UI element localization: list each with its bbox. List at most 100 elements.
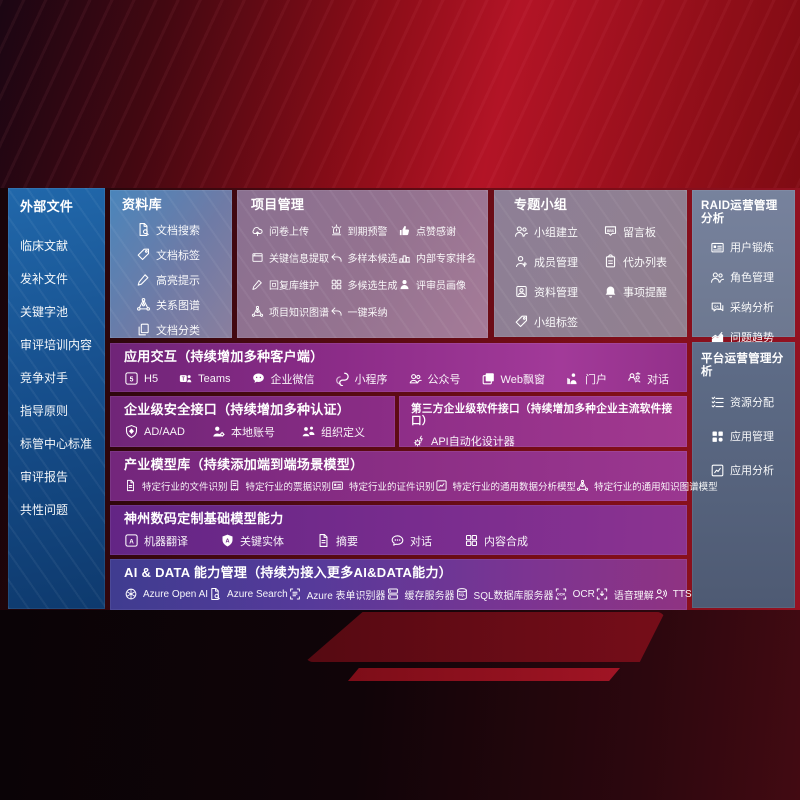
panel-ai-data-capability-management: AI & DATA 能力管理（持续为接入更多AI&DATA能力） Azure O… xyxy=(110,559,692,610)
openai-icon xyxy=(125,589,137,600)
industry-model: 特定行业的通用知识图谱模型 xyxy=(576,479,718,493)
raid-feature: 角色管理 xyxy=(710,269,789,285)
base-model-capability: A 关键实体 xyxy=(220,533,284,549)
item-label: SQL数据库服务器 xyxy=(473,590,554,602)
item-label: 资源分配 xyxy=(730,397,774,410)
item-label: TTS xyxy=(672,588,692,600)
item-label: 指导原则 xyxy=(20,403,69,418)
panel-third-party-software-interface: 第三方企业级软件接口（持续增加多种企业主流软件接口） API自动化设计器 xyxy=(399,396,687,449)
panel-topic-groups: 专题小组 小组建立 BBS 留言板 成员管理 代办列表 资料管理 事项提醒 小组标签 xyxy=(494,190,687,337)
panel-title: 平台运营管理分析 xyxy=(701,353,784,379)
panel-digital-china-base-models: 神州数码定制基础模型能力 A 机器翻译 A 关键实体 摘要 对话 内容合成 xyxy=(110,505,687,555)
database-icon: SQL xyxy=(456,588,467,601)
apps-icon xyxy=(712,431,723,442)
chat-qa-icon: QA xyxy=(711,302,724,312)
ai-data-service: Azure Search xyxy=(208,587,288,601)
grid-arrows-icon xyxy=(331,279,341,290)
platform-feature: 应用管理 xyxy=(710,428,789,444)
ai-data-service: Azure 表单识别器 xyxy=(288,587,386,602)
svg-text:A: A xyxy=(129,539,134,546)
doc-lines-icon xyxy=(127,480,134,492)
project-feature: 问卷上传 xyxy=(251,223,329,238)
cloud-upload-icon xyxy=(252,227,263,237)
monitor-stand-bar xyxy=(348,668,620,681)
doc-search-icon xyxy=(211,588,220,601)
panel-enterprise-security-interface: 企业级安全接口（持续增加多种认证） AD/AAD 本地账号 组织定义 xyxy=(110,396,395,447)
panel-platform-operations-analysis: 平台运营管理分析 资源分配应用管理应用分析 xyxy=(692,342,795,608)
panel-title: 神州数码定制基础模型能力 xyxy=(124,511,284,526)
sidebar-item: 标管中心标准 xyxy=(20,435,97,452)
chat-icon xyxy=(391,535,404,547)
item-label: 角色管理 xyxy=(730,272,774,285)
item-label: 小组建立 xyxy=(534,226,578,239)
id-card-icon xyxy=(332,481,343,491)
window-icon xyxy=(252,253,263,262)
item-label: Web飘窗 xyxy=(500,373,545,386)
item-label: 问卷上传 xyxy=(269,226,309,238)
clipboard-icon xyxy=(605,254,616,268)
item-label: 文档分类 xyxy=(156,324,200,337)
ai-data-service: SQL SQL数据库服务器 xyxy=(455,587,554,602)
group-feature: 资料管理 xyxy=(514,284,578,300)
client-channel: Web飘窗 xyxy=(481,371,545,387)
panel-title: 项目管理 xyxy=(251,197,305,212)
svg-text:BBS: BBS xyxy=(607,229,615,233)
client-channel: 公众号 xyxy=(408,371,461,387)
id-card-icon xyxy=(711,242,724,253)
item-label: Azure Search xyxy=(227,588,288,600)
platform-feature: 资源分配 xyxy=(710,394,789,410)
project-feature: 关键信息提取 xyxy=(251,250,329,265)
group-feature: BBS 留言板 xyxy=(603,224,667,240)
item-label: 小组标签 xyxy=(534,316,578,329)
item-label: 竞争对手 xyxy=(20,370,69,385)
background-red-gradient xyxy=(0,0,800,188)
item-label: 多候选生成 xyxy=(347,280,398,292)
client-channel: 5 H5 xyxy=(124,371,158,386)
svg-text:QA: QA xyxy=(714,304,719,308)
panel-title: 应用交互（持续增加多种客户端） xyxy=(124,349,324,364)
ai-data-service: Azure Open AI xyxy=(124,587,208,601)
auth-method: 组织定义 xyxy=(301,424,365,440)
item-label: 缓存服务器 xyxy=(404,590,455,602)
group-feature: 小组建立 xyxy=(514,224,578,240)
library-feature: 文档标签 xyxy=(136,247,224,263)
people-bubble-icon xyxy=(409,374,422,384)
library-feature: 文档搜索 xyxy=(136,222,224,238)
sidebar-item: 审评报告 xyxy=(20,468,97,485)
project-feature: 点赞感谢 xyxy=(398,223,476,238)
person-icon xyxy=(400,279,409,290)
doc-lines-icon xyxy=(319,534,328,548)
svg-text:5: 5 xyxy=(130,377,134,384)
item-label: 采纳分析 xyxy=(730,302,774,315)
library-feature: 文档分类 xyxy=(136,322,224,338)
panel-title: 第三方企业级软件接口（持续增加多种企业主流软件接口） xyxy=(411,403,673,428)
client-channel: 企业微信 xyxy=(251,371,315,387)
sidebar-item: 指导原则 xyxy=(20,402,97,419)
thumb-icon xyxy=(399,225,410,236)
group-feature: 事项提醒 xyxy=(603,284,667,300)
platform-feature: 应用分析 xyxy=(710,462,789,478)
reply-icon xyxy=(330,253,342,262)
wechat-icon xyxy=(252,373,264,384)
item-label: 回复库维护 xyxy=(269,280,319,292)
item-label: 文档搜索 xyxy=(156,224,200,237)
item-label: 关键实体 xyxy=(240,535,284,548)
raid-feature: QA 采纳分析 xyxy=(710,299,789,315)
item-label: Teams xyxy=(198,372,231,385)
api-gear-icon xyxy=(413,435,423,447)
panel-title: 资料库 xyxy=(122,197,162,212)
item-label: 机器翻译 xyxy=(144,535,188,548)
item-label: Azure 表单识别器 xyxy=(306,590,386,602)
item-label: 公众号 xyxy=(427,373,461,386)
item-label: H5 xyxy=(144,372,159,385)
item-label: 资料管理 xyxy=(534,286,578,299)
client-channel: 门户 xyxy=(565,371,607,387)
svg-text:T: T xyxy=(182,377,185,383)
item-label: 关键字池 xyxy=(20,304,69,319)
ai-data-service: 缓存服务器 xyxy=(386,587,455,602)
item-label: 特定行业的证件识别 xyxy=(349,481,435,493)
podium-icon xyxy=(398,255,411,263)
item-label: API自动化设计器 xyxy=(431,436,515,449)
base-model-capability: A 机器翻译 xyxy=(124,533,188,549)
